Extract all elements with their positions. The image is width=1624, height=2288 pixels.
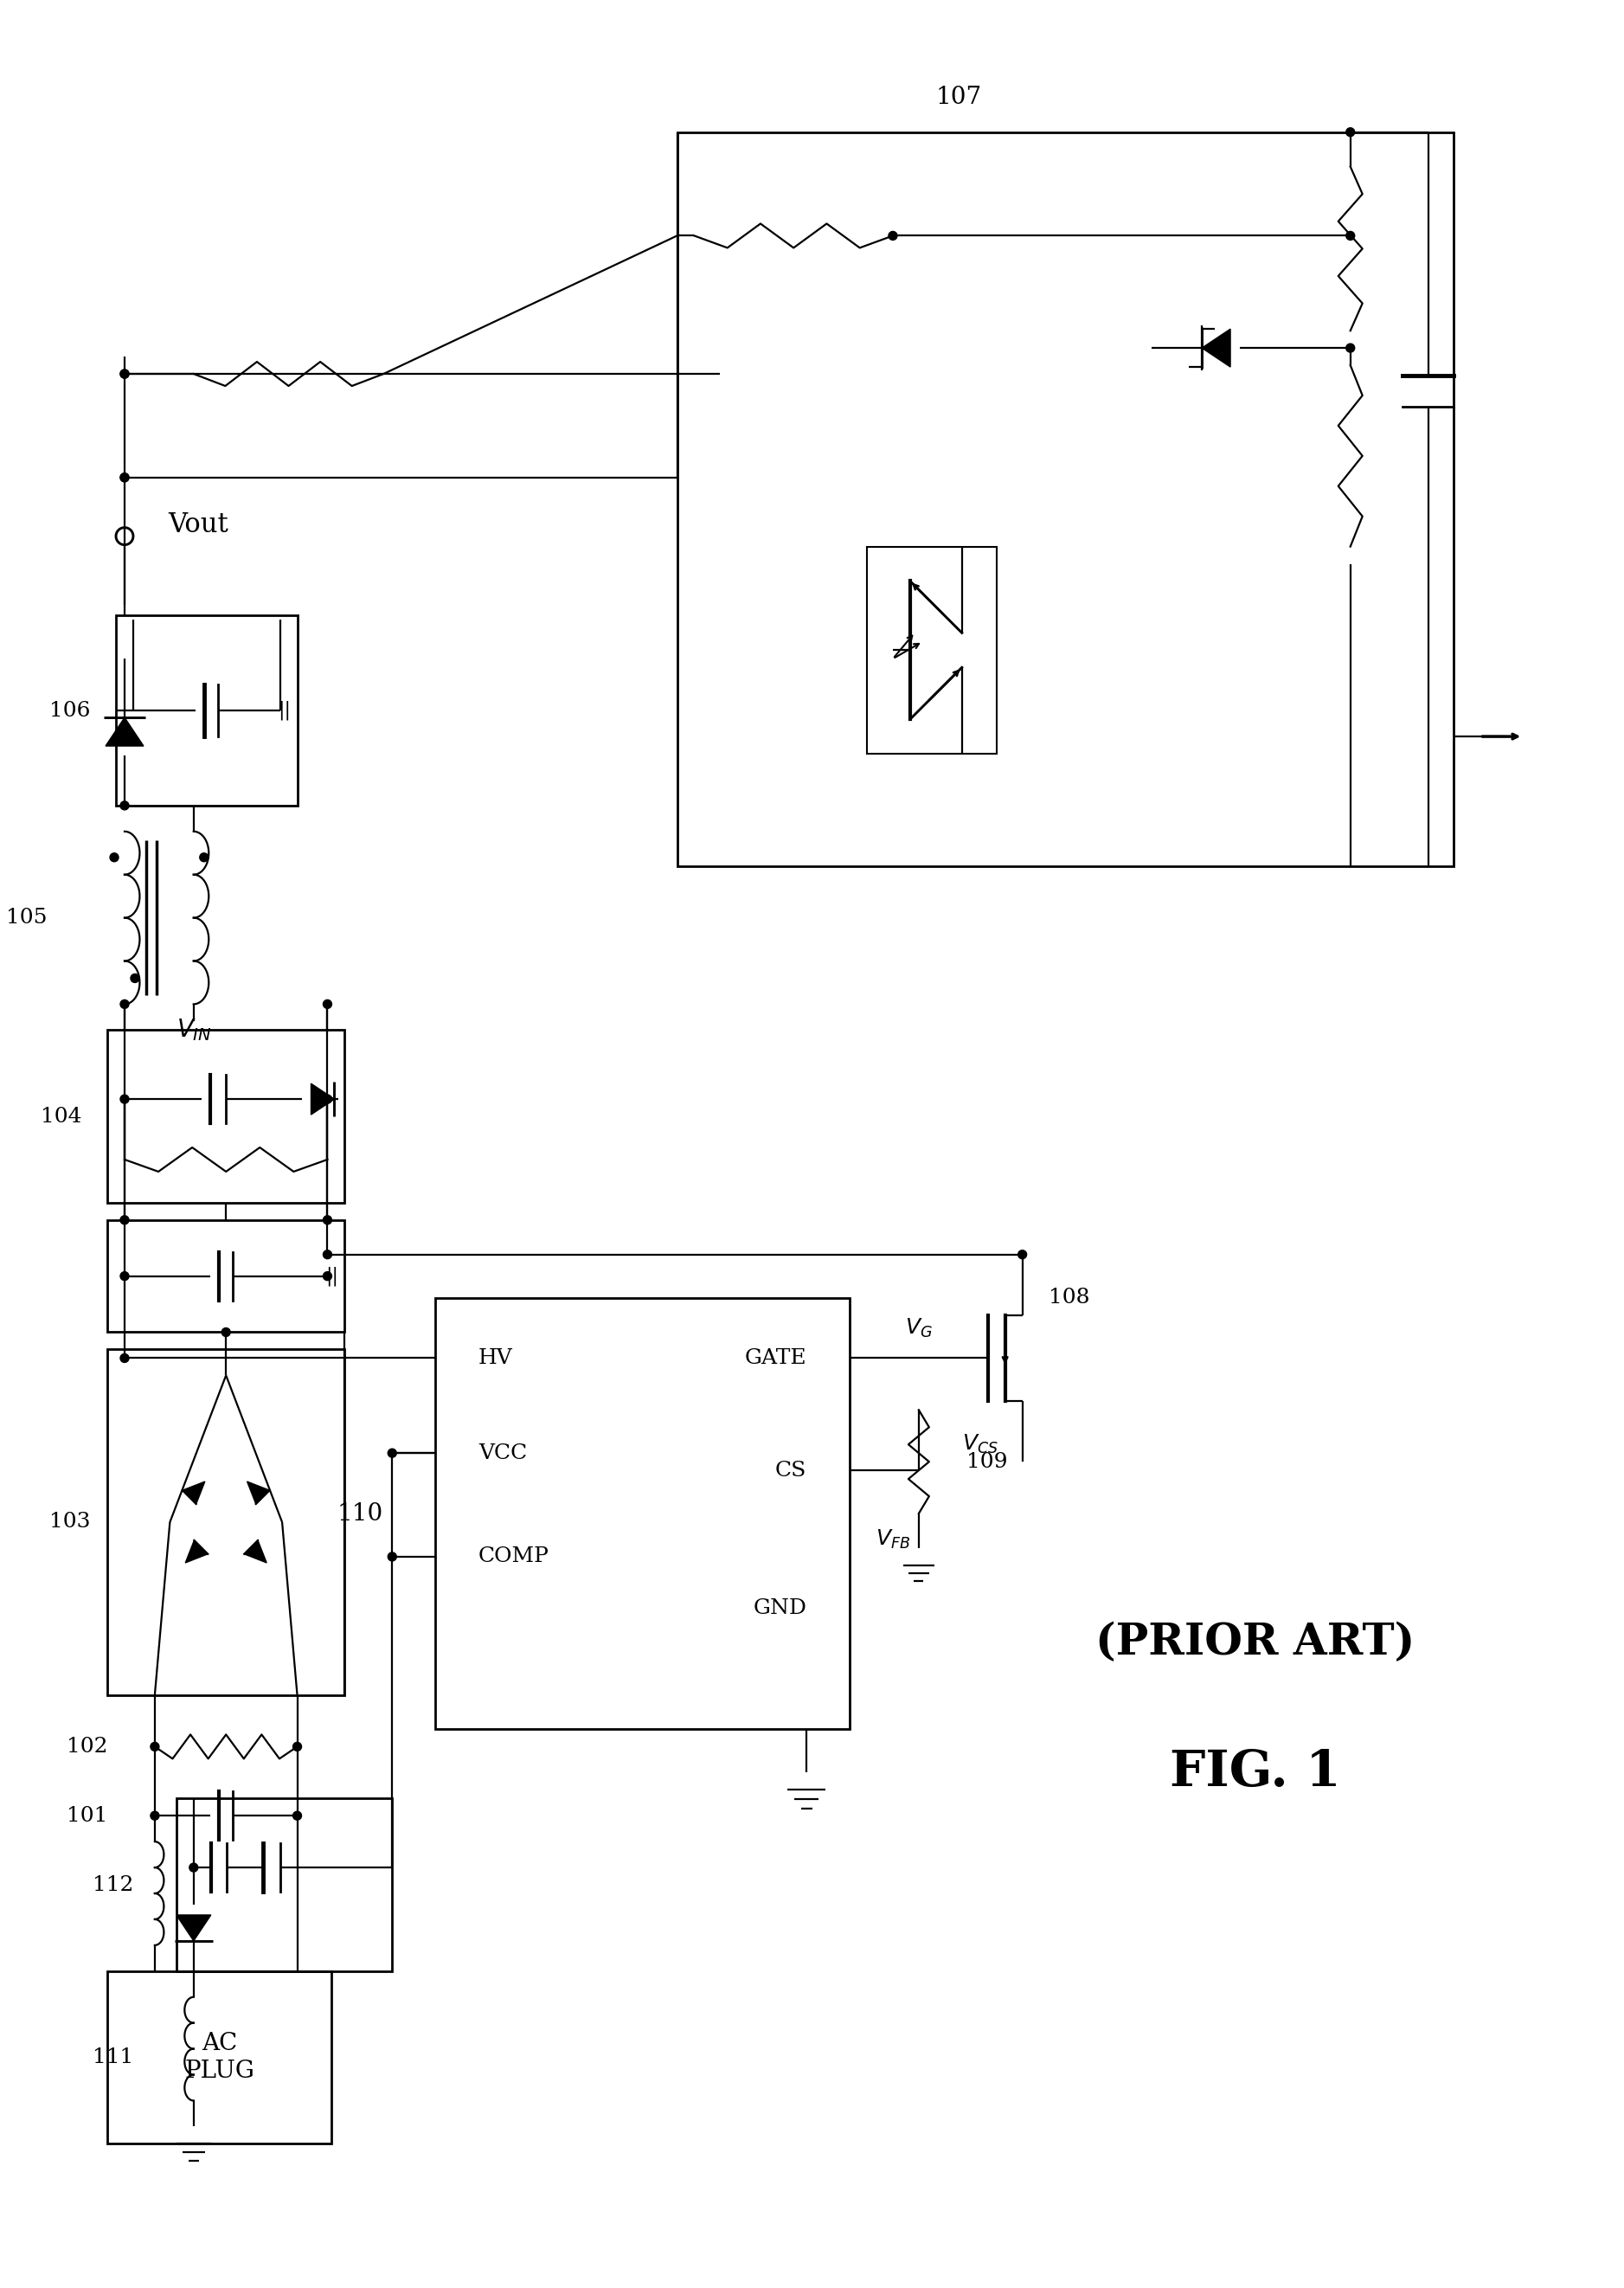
Polygon shape: [106, 718, 143, 746]
Circle shape: [388, 1551, 396, 1560]
Circle shape: [323, 1000, 331, 1009]
Bar: [107, 1970, 331, 2144]
Bar: [677, 133, 1453, 865]
Circle shape: [151, 1743, 159, 1750]
Circle shape: [130, 975, 140, 982]
Text: $V_{IN}$: $V_{IN}$: [177, 1018, 211, 1043]
Text: CS: CS: [775, 1460, 807, 1480]
Text: Vout: Vout: [167, 513, 227, 538]
Bar: [107, 1030, 344, 1203]
Circle shape: [292, 1743, 302, 1750]
Bar: [435, 1297, 849, 1730]
Text: AC
PLUG: AC PLUG: [185, 2032, 255, 2082]
Circle shape: [1346, 343, 1354, 352]
Circle shape: [120, 371, 128, 378]
Text: 107: 107: [935, 87, 983, 110]
Polygon shape: [182, 1483, 205, 1503]
Text: ||: ||: [325, 1265, 338, 1286]
Bar: [867, 547, 997, 753]
Text: $V_G$: $V_G$: [905, 1316, 932, 1338]
Circle shape: [1346, 231, 1354, 240]
Text: 110: 110: [338, 1501, 383, 1526]
Text: GND: GND: [754, 1599, 807, 1618]
Circle shape: [120, 1094, 128, 1103]
Circle shape: [151, 1812, 159, 1819]
Text: (PRIOR ART): (PRIOR ART): [1096, 1622, 1415, 1663]
Text: $V_{FB}$: $V_{FB}$: [875, 1528, 911, 1551]
Circle shape: [323, 1094, 331, 1103]
Text: 104: 104: [41, 1107, 81, 1126]
Circle shape: [120, 474, 128, 483]
Circle shape: [200, 853, 208, 863]
Text: VCC: VCC: [479, 1444, 528, 1462]
Polygon shape: [177, 1915, 211, 1940]
Text: 103: 103: [49, 1512, 89, 1533]
Circle shape: [120, 1215, 128, 1224]
Circle shape: [222, 1327, 231, 1336]
Circle shape: [120, 1354, 128, 1361]
Circle shape: [888, 231, 896, 240]
Circle shape: [388, 1448, 396, 1457]
Text: 109: 109: [966, 1453, 1007, 1471]
Circle shape: [292, 1812, 302, 1819]
Text: HV: HV: [479, 1348, 513, 1368]
Text: FIG. 1: FIG. 1: [1169, 1748, 1341, 1796]
Circle shape: [323, 1272, 331, 1281]
Text: 108: 108: [1047, 1288, 1090, 1309]
Circle shape: [120, 474, 128, 483]
Bar: [107, 1350, 344, 1695]
Bar: [177, 1798, 391, 1970]
Text: 111: 111: [93, 2048, 133, 2068]
Bar: [115, 615, 297, 805]
Text: 101: 101: [67, 1805, 107, 1826]
Circle shape: [120, 801, 128, 810]
Text: $V_{CS}$: $V_{CS}$: [961, 1432, 999, 1455]
Polygon shape: [247, 1483, 270, 1503]
Polygon shape: [244, 1540, 266, 1563]
Text: 112: 112: [93, 1874, 133, 1894]
Text: 106: 106: [49, 700, 89, 721]
Circle shape: [1346, 128, 1354, 137]
Circle shape: [190, 1862, 198, 1872]
Circle shape: [120, 371, 128, 378]
Bar: [107, 1220, 344, 1332]
Text: 105: 105: [6, 908, 47, 927]
Circle shape: [110, 853, 119, 863]
Polygon shape: [312, 1085, 335, 1114]
Circle shape: [323, 1249, 331, 1258]
Circle shape: [120, 1272, 128, 1281]
Text: GATE: GATE: [744, 1348, 807, 1368]
Circle shape: [323, 1215, 331, 1224]
Text: 102: 102: [67, 1737, 107, 1757]
Circle shape: [1018, 1249, 1026, 1258]
Text: ||: ||: [278, 700, 291, 721]
Polygon shape: [185, 1540, 208, 1563]
Polygon shape: [1202, 329, 1231, 366]
Text: COMP: COMP: [479, 1547, 549, 1567]
Circle shape: [120, 1000, 128, 1009]
